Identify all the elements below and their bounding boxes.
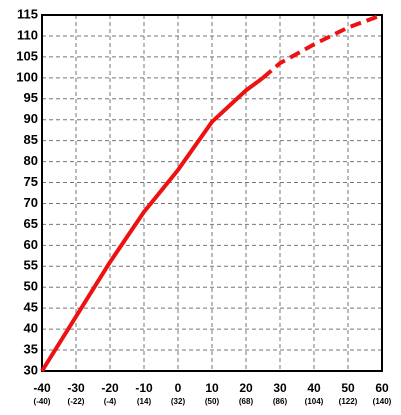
y-tick-label: 100 [16,69,38,84]
y-tick-label: 50 [24,279,38,294]
y-tick-label: 115 [17,6,38,21]
y-tick-label: 45 [24,300,38,315]
y-tick-label: 60 [24,237,38,252]
x2-tick-label: (32) [171,397,186,406]
y-tick-label: 55 [24,258,38,273]
x2-tick-label: (140) [373,397,392,406]
x-tick-label: -20 [101,381,119,395]
x2-tick-label: (68) [239,397,254,406]
x2-tick-label: (122) [339,397,358,406]
y-tick-label: 65 [24,216,38,231]
x2-tick-label: (-22) [68,397,85,406]
y-tick-label: 80 [24,153,38,168]
y-tick-label: 95 [24,90,38,105]
x-tick-label: 30 [273,381,287,395]
x2-tick-label: (86) [273,397,288,406]
line [261,13,383,80]
x2-tick-label: (104) [305,397,324,406]
x2-tick-label: (-40) [34,397,51,406]
x2-tick-label: (14) [137,397,152,406]
y-tick-label: 30 [24,362,38,377]
line [40,76,265,373]
plot-frame [41,14,383,372]
y-tick-label: 70 [24,195,38,210]
x-tick-label: 10 [205,381,219,395]
y-tick-label: 85 [24,132,38,147]
x2-tick-label: (50) [205,397,220,406]
y-tick-label: 40 [24,321,38,336]
x-tick-label: -40 [33,381,51,395]
y-tick-label: 35 [24,341,38,356]
y-tick-label: 75 [24,174,38,189]
y-tick-label: 110 [17,27,38,42]
x2-tick-label: (-4) [104,397,117,406]
x-tick-label: -10 [135,381,153,395]
x-tick-label: 60 [375,381,389,395]
x-tick-label: -30 [67,381,85,395]
x-tick-label: 40 [307,381,321,395]
x-tick-label: 0 [175,381,182,395]
y-tick-label: 90 [24,111,38,126]
x-tick-label: 50 [341,381,355,395]
x-tick-label: 20 [239,381,253,395]
y-tick-label: 105 [16,48,38,63]
